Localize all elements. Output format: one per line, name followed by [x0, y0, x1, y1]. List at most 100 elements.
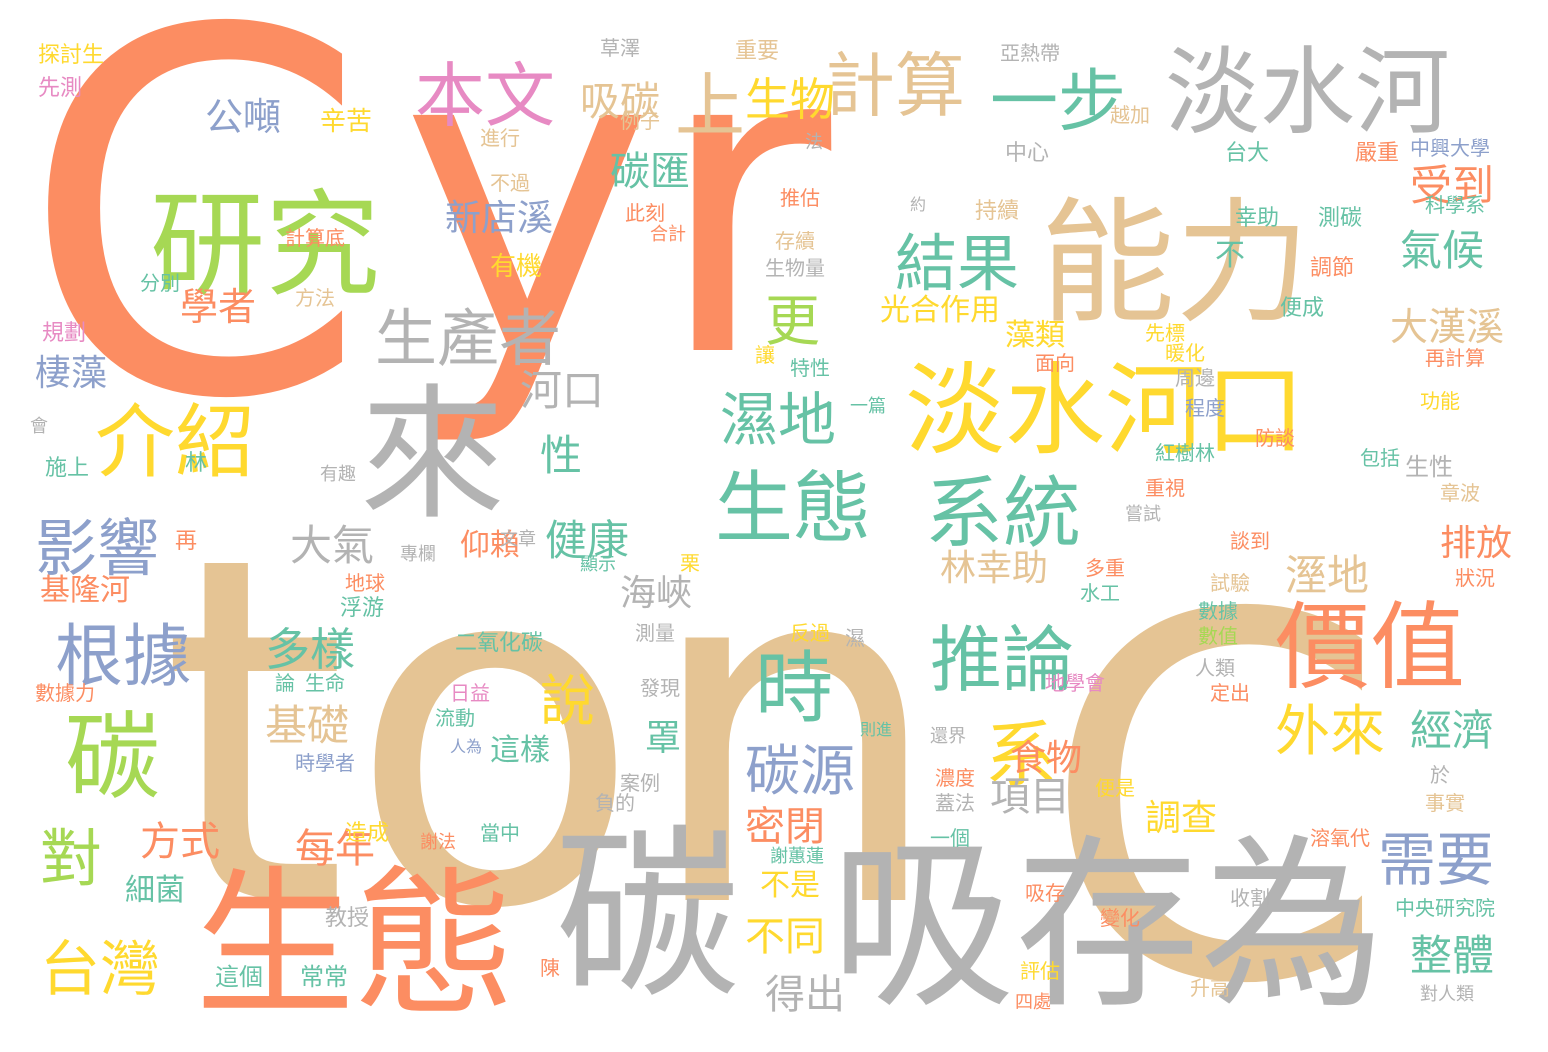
word-cloud-word: 試驗	[1210, 571, 1250, 595]
word-cloud-word: 約	[910, 195, 926, 214]
word-cloud-word: 日益	[450, 681, 490, 705]
word-cloud-word: 面向	[1035, 351, 1075, 375]
word-cloud-word: 碳匯	[610, 149, 690, 195]
word-cloud-word: 便是	[1095, 776, 1135, 800]
word-cloud-word: 探討生	[38, 43, 104, 68]
word-cloud-word: 持續	[975, 199, 1019, 224]
word-cloud-word: 負的	[595, 791, 635, 815]
word-cloud-word: 不同	[745, 914, 825, 960]
word-cloud-word: 項目	[990, 774, 1070, 820]
word-cloud-word: 生物	[745, 73, 835, 126]
word-cloud-word: ton	[160, 455, 946, 1014]
word-cloud-word: 多重	[1085, 556, 1125, 580]
word-cloud-word: 功能	[1420, 389, 1460, 413]
word-cloud-word: 得出	[765, 972, 845, 1018]
word-cloud-word: 顯示	[580, 554, 616, 575]
word-cloud-word: C	[1040, 511, 1389, 1052]
word-cloud-word: 一篇	[850, 396, 886, 417]
word-cloud-word: C	[20, 0, 369, 508]
word-cloud-word: 學者	[180, 285, 256, 329]
word-cloud-word: 河口	[520, 366, 604, 415]
word-cloud-word: 此刻	[625, 201, 665, 225]
word-cloud-word: 大氣	[290, 521, 374, 570]
word-cloud-word: 生產者	[375, 302, 561, 375]
word-cloud-word: 生態	[715, 464, 871, 554]
word-cloud-word: 排放	[1440, 523, 1512, 564]
word-cloud-word: 存續	[775, 229, 815, 253]
word-cloud-word: 施上	[45, 456, 89, 481]
word-cloud-word: 每年	[295, 826, 375, 872]
word-cloud-word: 包括	[1360, 446, 1400, 470]
word-cloud-word: 能力	[1040, 185, 1310, 342]
word-cloud-word: 吸存為	[830, 818, 1385, 1034]
word-cloud-word: 重視	[1145, 476, 1185, 500]
word-cloud-word: 論	[275, 671, 295, 695]
word-cloud-word: 生性	[1405, 453, 1453, 481]
word-cloud-word: 變化	[1100, 906, 1140, 930]
word-cloud-word: 研究	[150, 179, 380, 313]
word-cloud-word: 淡水河	[1165, 38, 1450, 148]
word-cloud-word: 專欄	[400, 544, 436, 565]
word-cloud-word: 謝蕙蓮	[770, 846, 824, 867]
word-cloud-word: 人為	[450, 737, 482, 756]
word-cloud-word: 對	[40, 822, 102, 895]
word-cloud-word: 推論	[930, 618, 1074, 702]
word-cloud-word: 測碳	[1318, 206, 1362, 231]
word-cloud-word: 食物	[1010, 738, 1082, 779]
word-cloud-word: 性	[540, 431, 582, 480]
word-cloud-word: 栗	[680, 551, 700, 575]
word-cloud-word: 則進	[860, 720, 892, 739]
word-cloud-word: 測量	[635, 621, 675, 645]
word-cloud-word: 人類	[1195, 656, 1235, 680]
word-cloud-word: 定出	[1210, 681, 1250, 705]
word-cloud-word: 陳	[540, 956, 560, 980]
word-cloud-word: 教授	[325, 906, 369, 931]
word-cloud-word: 新店溪	[445, 198, 553, 239]
word-cloud-word: 蓋法	[935, 791, 975, 815]
word-cloud-word: 中心	[1005, 141, 1049, 166]
word-cloud-word: 便成	[1280, 296, 1324, 321]
word-cloud-word: 時	[755, 644, 833, 734]
word-cloud-word: 亞熱帶	[1000, 41, 1060, 65]
word-cloud-word: 淡水河口	[905, 352, 1305, 469]
word-cloud-word: 數據	[1198, 599, 1238, 623]
word-cloud-word: 需要	[1378, 826, 1494, 894]
word-cloud-word: 重要	[735, 39, 779, 64]
word-cloud-word: 生命	[305, 671, 345, 695]
word-cloud-word: 不過	[490, 171, 530, 195]
word-cloud-word: 不	[1215, 238, 1245, 273]
word-cloud-word: 外來	[1275, 699, 1385, 763]
word-cloud-word: 碳源	[745, 739, 855, 803]
word-cloud-word: 濕	[845, 626, 865, 650]
word-cloud-word: 會	[30, 416, 48, 437]
word-cloud-word: 狀況	[1455, 566, 1495, 590]
word-cloud-word: 本文	[415, 55, 555, 137]
word-cloud-word: 影響	[35, 512, 159, 585]
word-cloud-word: 碳	[555, 808, 740, 1024]
word-cloud-word: 方式	[140, 819, 220, 865]
word-cloud-word: 說	[540, 669, 595, 733]
word-cloud-word: 特性	[790, 356, 830, 380]
word-cloud-word: 防談	[1255, 426, 1295, 450]
word-cloud-word: 地球	[345, 571, 385, 595]
word-cloud-word: 先測	[38, 76, 82, 101]
word-cloud-word: 一步	[990, 63, 1126, 142]
word-cloud-word: 介紹	[95, 396, 255, 489]
word-cloud-word: 健康	[545, 516, 629, 565]
word-cloud-word: 文章	[500, 529, 536, 550]
word-cloud-word: 案例	[620, 771, 660, 795]
word-cloud-word: 多樣	[265, 623, 355, 676]
word-cloud-word: 生物量	[765, 256, 825, 280]
word-cloud-word: 台大	[1225, 141, 1269, 166]
word-cloud-word: 數值	[1198, 624, 1238, 648]
word-cloud-word: 有趣	[320, 464, 356, 485]
word-cloud-word: 不是	[760, 868, 820, 903]
word-cloud-word: 嘗試	[1125, 504, 1161, 525]
word-cloud-word: 浮游	[340, 596, 384, 621]
word-cloud-word: 流動	[435, 706, 475, 730]
word-cloud-word: 基礎	[265, 701, 349, 750]
word-cloud-word: 謝法	[420, 832, 456, 853]
word-cloud-word: 根據	[55, 618, 191, 697]
word-cloud-word: 系	[985, 713, 1057, 797]
